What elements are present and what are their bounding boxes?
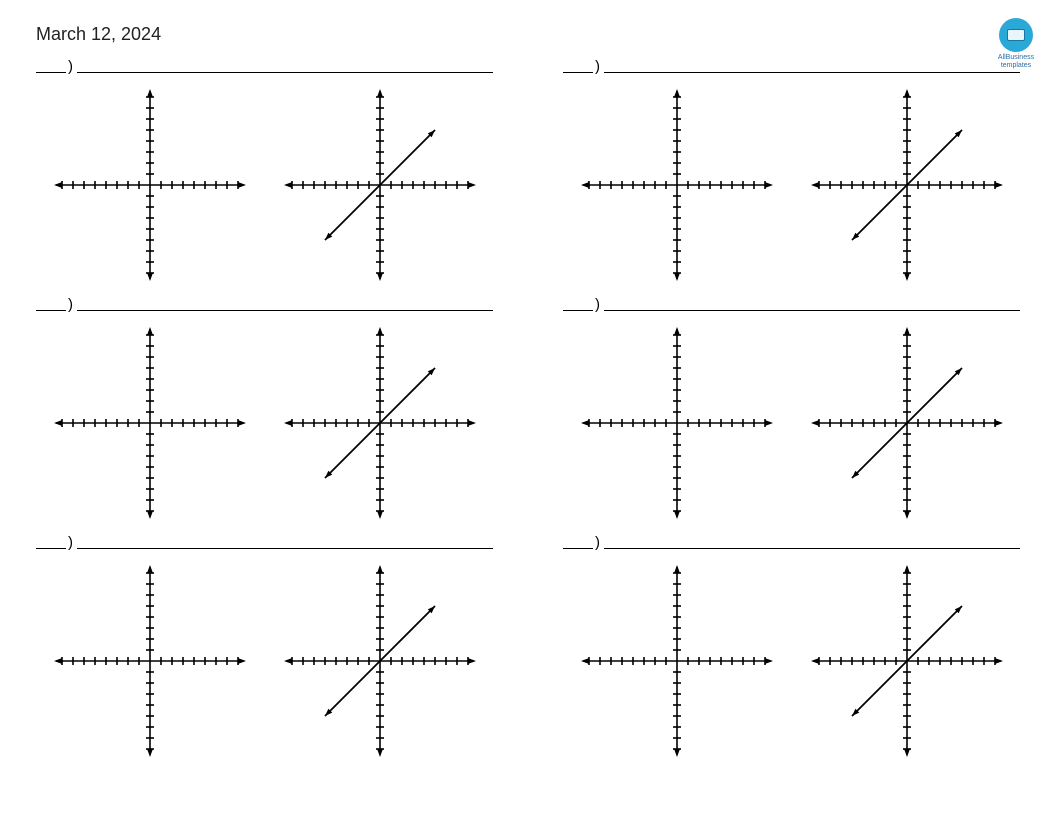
- problem-header: ): [36, 527, 493, 549]
- problem-block: ): [563, 51, 1020, 289]
- axes-blank: [50, 561, 250, 761]
- axes-blank: [577, 85, 777, 285]
- problem-title-blank[interactable]: [604, 533, 1020, 549]
- problem-number-blank[interactable]: [563, 533, 593, 549]
- coordinate-axes: [280, 323, 480, 523]
- laptop-icon: [1007, 29, 1025, 41]
- problem-number-blank[interactable]: [36, 57, 66, 73]
- graph-row: [36, 317, 493, 527]
- axes-with-line: [280, 561, 480, 761]
- axes-with-line: [807, 561, 1007, 761]
- problem-block: ): [563, 289, 1020, 527]
- problem-header: ): [563, 289, 1020, 311]
- problem-block: ): [36, 51, 493, 289]
- graph-row: [36, 79, 493, 289]
- axes-blank: [50, 85, 250, 285]
- problem-title-blank[interactable]: [77, 295, 493, 311]
- columns-container: )))))): [36, 51, 1020, 765]
- problem-title-blank[interactable]: [604, 57, 1020, 73]
- axes-blank: [50, 323, 250, 523]
- paren-label: ): [595, 58, 600, 75]
- coordinate-axes: [280, 85, 480, 285]
- logo-badge: [999, 18, 1033, 52]
- worksheet-page: March 12, 2024 AllBusiness templates )))…: [0, 0, 1056, 816]
- problem-header: ): [36, 289, 493, 311]
- page-date: March 12, 2024: [36, 24, 1020, 45]
- coordinate-axes: [577, 323, 777, 523]
- logo-text: AllBusiness templates: [994, 54, 1038, 69]
- axes-blank: [577, 323, 777, 523]
- coordinate-axes: [577, 85, 777, 285]
- axes-with-line: [807, 85, 1007, 285]
- worksheet-column: ))): [36, 51, 493, 765]
- problem-number-blank[interactable]: [36, 533, 66, 549]
- problem-block: ): [36, 289, 493, 527]
- problem-number-blank[interactable]: [36, 295, 66, 311]
- axes-with-line: [807, 323, 1007, 523]
- paren-label: ): [68, 58, 73, 75]
- coordinate-axes: [50, 561, 250, 761]
- graph-row: [563, 79, 1020, 289]
- paren-label: ): [595, 534, 600, 551]
- problem-header: ): [563, 51, 1020, 73]
- coordinate-axes: [577, 561, 777, 761]
- problem-title-blank[interactable]: [77, 533, 493, 549]
- coordinate-axes: [280, 561, 480, 761]
- problem-number-blank[interactable]: [563, 57, 593, 73]
- problem-block: ): [563, 527, 1020, 765]
- brand-logo: AllBusiness templates: [994, 18, 1038, 69]
- axes-blank: [577, 561, 777, 761]
- graph-row: [563, 317, 1020, 527]
- axes-with-line: [280, 323, 480, 523]
- problem-number-blank[interactable]: [563, 295, 593, 311]
- graph-row: [563, 555, 1020, 765]
- coordinate-axes: [50, 323, 250, 523]
- paren-label: ): [595, 296, 600, 313]
- problem-title-blank[interactable]: [77, 57, 493, 73]
- coordinate-axes: [807, 561, 1007, 761]
- coordinate-axes: [807, 323, 1007, 523]
- problem-block: ): [36, 527, 493, 765]
- axes-with-line: [280, 85, 480, 285]
- paren-label: ): [68, 296, 73, 313]
- coordinate-axes: [50, 85, 250, 285]
- coordinate-axes: [807, 85, 1007, 285]
- problem-header: ): [36, 51, 493, 73]
- problem-header: ): [563, 527, 1020, 549]
- paren-label: ): [68, 534, 73, 551]
- graph-row: [36, 555, 493, 765]
- problem-title-blank[interactable]: [604, 295, 1020, 311]
- worksheet-column: ))): [563, 51, 1020, 765]
